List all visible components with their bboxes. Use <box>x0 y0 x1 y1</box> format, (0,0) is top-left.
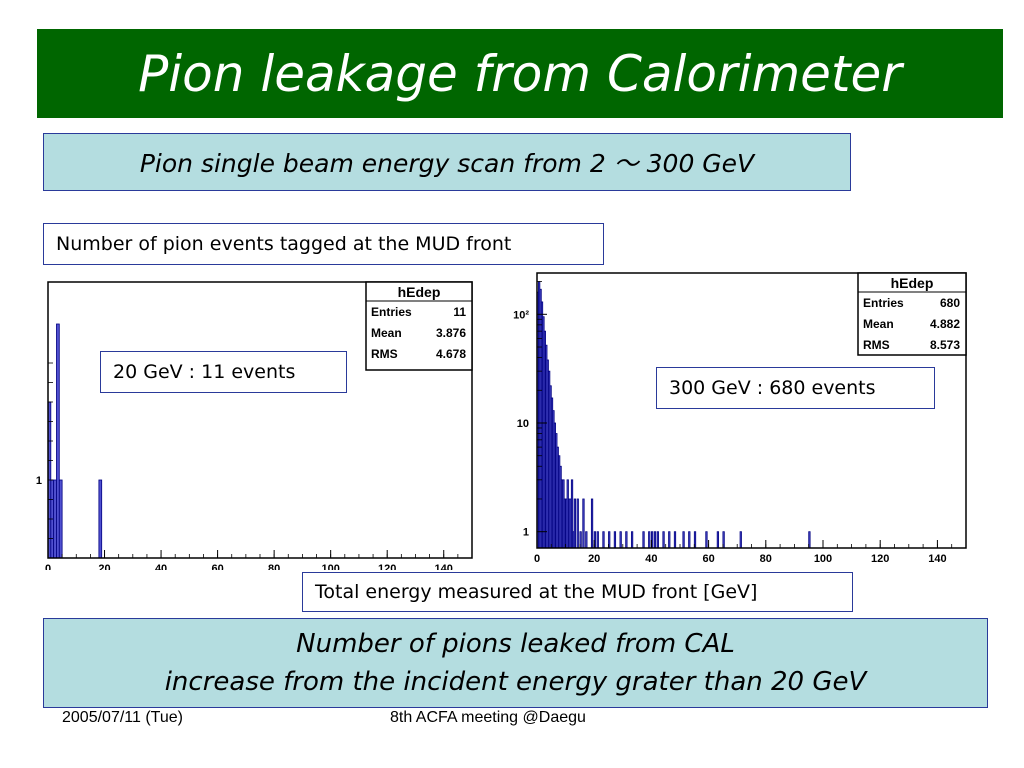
histogram-300gev: 0 20 40 60 80 100 120 140 1 10 10² hEdep Entries 680 M… <box>513 272 967 565</box>
stats-value: 4.882 <box>930 317 960 331</box>
histogram-bin <box>573 498 577 549</box>
histogram-bin <box>688 531 691 549</box>
stats-box <box>857 272 967 356</box>
histogram-bin <box>590 498 594 549</box>
stats-value: 8.573 <box>930 338 960 352</box>
histogram-bin <box>705 531 708 549</box>
histogram-bin <box>648 531 651 549</box>
stats-value: 3.876 <box>436 326 466 340</box>
histogram-bin <box>662 531 665 549</box>
subtitle-box: Pion single beam energy scan from 2 〜 30… <box>43 133 851 191</box>
y-tick-label: 10 <box>517 418 529 430</box>
conclusion-box: Number of pions leaked from CAL increase… <box>43 618 988 708</box>
histogram-bin <box>613 531 617 549</box>
annotation-20gev: 20 GeV : 11 events <box>100 351 347 393</box>
stats-key: Entries <box>863 296 904 310</box>
stats-key: Entries <box>371 305 412 319</box>
histogram-bin <box>739 531 742 549</box>
y-tick-label: 1 <box>36 475 42 487</box>
stats-value: 4.678 <box>436 347 466 361</box>
footer-date: 2005/07/11 (Tue) <box>62 709 183 726</box>
histogram-bin <box>53 479 57 559</box>
stats-key: RMS <box>863 338 890 352</box>
x-tick-label: 0 <box>45 563 51 570</box>
x-axis-label: Total energy measured at the MUD front [… <box>302 572 853 612</box>
stats-title: hEdep <box>891 275 934 291</box>
x-tick-label: 140 <box>928 553 946 565</box>
conclusion-line-2: increase from the incident energy grater… <box>164 667 867 697</box>
histogram-bin <box>58 479 63 559</box>
stats-key: RMS <box>371 347 398 361</box>
histogram-bin <box>619 531 622 549</box>
histogram-bin <box>630 531 634 549</box>
histogram-bin <box>585 531 588 549</box>
annotation-300gev: 300 GeV : 680 events <box>656 367 935 409</box>
histogram-bin <box>653 531 657 549</box>
stats-title: hEdep <box>398 284 441 300</box>
histogram-bin <box>596 531 599 549</box>
histogram-bin <box>582 498 585 549</box>
x-tick-label: 60 <box>702 553 714 565</box>
x-tick-label: 20 <box>98 563 110 570</box>
histogram-bin <box>576 498 579 549</box>
x-tick-label: 40 <box>155 563 167 570</box>
histogram-bin <box>56 323 60 559</box>
events-tagged-label: Number of pion events tagged at the MUD … <box>43 223 604 265</box>
y-tick-label: 1 <box>523 527 529 539</box>
footer-meeting: 8th ACFA meeting @Daegu <box>390 709 586 726</box>
stats-box <box>365 281 473 371</box>
slide-title: Pion leakage from Calorimeter <box>138 44 902 103</box>
stats-value: 680 <box>940 296 960 310</box>
histogram-bin <box>656 531 659 549</box>
y-tick-label: 10² <box>513 309 529 321</box>
x-tick-label: 100 <box>814 553 832 565</box>
conclusion-line-1: Number of pions leaked from CAL <box>296 629 735 659</box>
histogram-bin <box>98 479 103 559</box>
stats-key: Mean <box>863 317 894 331</box>
x-tick-label: 0 <box>534 553 540 565</box>
x-tick-label: 80 <box>760 553 772 565</box>
x-tick-label: 40 <box>645 553 657 565</box>
title-bar: Pion leakage from Calorimeter <box>37 29 1003 118</box>
x-tick-label: 20 <box>588 553 600 565</box>
x-tick-label: 120 <box>871 553 889 565</box>
histogram-bin <box>602 531 605 549</box>
x-tick-label: 140 <box>435 563 453 570</box>
histogram-bin <box>682 531 685 549</box>
histogram-20gev: 0 20 40 60 80 100 120 140 1 hEdep Entries 11 Mean 3.8… <box>36 281 473 570</box>
x-tick-label: 120 <box>378 563 396 570</box>
histogram-bin <box>673 531 677 549</box>
stats-value: 11 <box>453 305 466 319</box>
histogram-bin <box>716 531 720 549</box>
histogram-bin <box>668 531 671 549</box>
x-tick-label: 100 <box>321 563 339 570</box>
x-tick-label: 80 <box>268 563 280 570</box>
x-tick-label: 60 <box>211 563 223 570</box>
stats-key: Mean <box>371 326 402 340</box>
histogram-bin <box>625 531 628 549</box>
histogram-bin <box>642 531 645 549</box>
